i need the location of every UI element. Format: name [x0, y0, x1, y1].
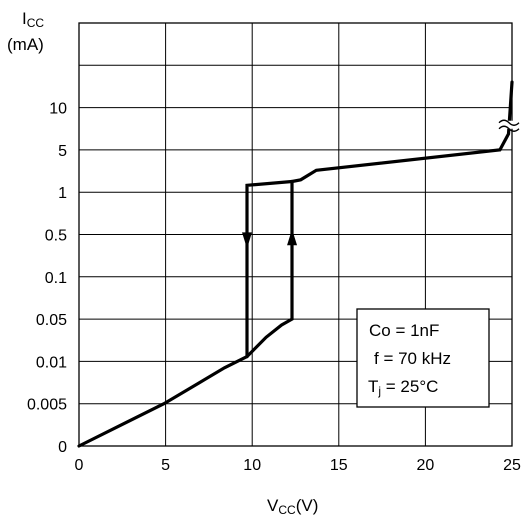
- y-tick-label: 0.1: [45, 270, 67, 287]
- y-tick-labels: 0 0.005 0.01 0.05 0.1 0.5 1 5 10: [27, 101, 67, 456]
- icc-curve-rising: [77, 80, 514, 448]
- legend-line-capacitance: Co = 1nF: [369, 321, 439, 340]
- x-axis-title: VCC(V): [267, 496, 318, 517]
- axis-break-wave: [498, 125, 520, 132]
- y-axis-title: ICC: [22, 9, 44, 30]
- x-tick-label: 5: [161, 457, 170, 474]
- y-tick-label: 0.5: [45, 228, 67, 245]
- legend-line-frequency: f = 70 kHz: [374, 349, 451, 368]
- y-tick-label: 5: [58, 143, 67, 160]
- x-tick-label: 20: [417, 457, 435, 474]
- legend-line-temperature: Tj = 25°C: [368, 377, 438, 398]
- y-tick-label: 0: [58, 439, 67, 456]
- y-tick-label: 10: [49, 101, 67, 118]
- x-tick-label: 10: [243, 457, 261, 474]
- x-tick-label: 0: [75, 457, 84, 474]
- y-axis-unit: (mA): [7, 35, 44, 54]
- x-tick-label: 25: [503, 457, 521, 474]
- x-tick-label: 15: [330, 457, 348, 474]
- arrow-up-icon: [287, 229, 298, 246]
- plot-frame: [78, 22, 513, 447]
- axis-break-icon: [498, 119, 520, 132]
- y-tick-label: 1: [58, 185, 67, 202]
- axis-break-gap: [500, 120, 518, 129]
- curve-layer: [77, 80, 520, 448]
- x-tick-labels: 0 5 10 15 20 25: [75, 457, 521, 474]
- condition-legend: Co = 1nF f = 70 kHz Tj = 25°C: [356, 308, 490, 408]
- y-tick-label: 0.05: [36, 312, 67, 329]
- icc-curve-hysteresis: [245, 179, 294, 359]
- y-tick-label: 0.005: [27, 397, 67, 414]
- axis-break-wave: [498, 119, 520, 126]
- y-tick-label: 0.01: [36, 354, 67, 371]
- arrow-down-icon: [242, 232, 253, 249]
